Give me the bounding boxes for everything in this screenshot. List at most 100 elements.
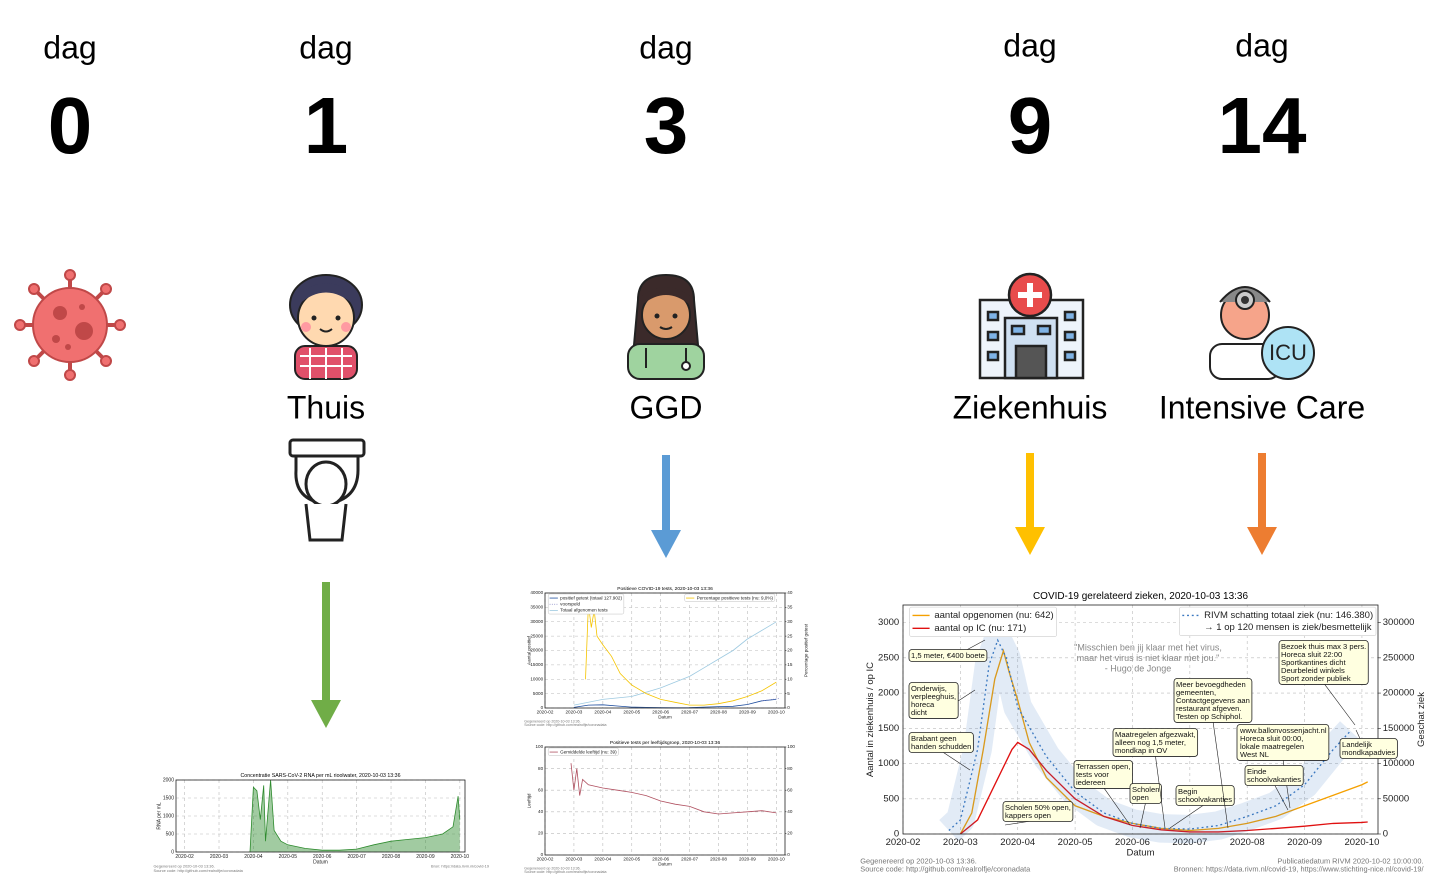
footer-text: Gegenereerd op 2020-10-03 13:36.	[524, 866, 580, 870]
day-number: 9	[1008, 81, 1053, 170]
annotation-pointer	[1102, 786, 1131, 826]
x-tick-label: 2020-05	[1058, 837, 1093, 848]
annotation-line: West NL	[1240, 750, 1269, 759]
x-tick-label: 2020-03	[565, 709, 582, 714]
y2-axis-label: Geschat ziek	[1416, 692, 1427, 747]
annotation-line: schoolvakanties	[1247, 775, 1301, 784]
y-tick-label: 500	[166, 831, 175, 837]
y2-tick-label: 50000	[1383, 793, 1409, 804]
doctor-icon: ICU	[1209, 286, 1315, 380]
quote: maar het virus is niet klaar met jou."	[1077, 653, 1220, 663]
annotation-line: Testen op Schiphol.	[1176, 712, 1242, 721]
series-line	[570, 763, 777, 815]
annotation: Scholen 50% open, kappers open	[1002, 801, 1074, 826]
day-number: 3	[644, 81, 689, 170]
annotation: Onderwijs, verpleeghuis, horeca dicht	[908, 682, 976, 719]
annotation-pointer	[941, 750, 971, 771]
annotation-line: mondkap in OV	[1115, 746, 1168, 755]
hospital-icon	[978, 272, 1085, 380]
x-tick-label: 2020-04	[244, 854, 263, 860]
annotation-line: mondkapadvies	[1342, 748, 1395, 757]
plot-frame	[902, 604, 1379, 835]
annotation-line: Brabant geen	[911, 734, 957, 743]
annotation-box	[1173, 678, 1253, 723]
x-tick-label: 2020-08	[710, 709, 727, 714]
annotation-text: Einde schoolvakanties	[1247, 767, 1301, 784]
annotation-line: Einde	[1247, 767, 1266, 776]
x-tick-label: 2020-09	[416, 854, 435, 860]
x-tick-label: 2020-05	[623, 856, 640, 861]
footer-text: Source code: http://github.com/realrolfj…	[154, 868, 244, 873]
chart: 0 500 1000 1500 2000 2020-02 2020-03 2020-04 202…	[154, 773, 490, 873]
day-label: dag	[1235, 27, 1288, 63]
x-tick-label: 2020-02	[537, 709, 554, 714]
chart-title: Positieve COVID-19 tests, 2020-10-03 13:…	[617, 586, 713, 592]
legend-box	[1179, 606, 1377, 636]
toilet-icon	[288, 438, 366, 542]
y2-tick-label: 80	[787, 766, 793, 771]
annotation-box	[1339, 738, 1398, 759]
icu-badge: ICU	[1269, 340, 1307, 365]
chart-title: COVID-19 gerelateerd zieken, 2020-10-03 …	[1033, 591, 1248, 602]
y2-tick-label: 150000	[1383, 723, 1415, 734]
annotation-line: Maatregelen afgezwakt,	[1115, 730, 1196, 739]
annotation-line: Begin	[1178, 787, 1197, 796]
nurse-icon	[627, 273, 705, 380]
child-icon	[289, 274, 363, 380]
annotation: Scholen open	[1129, 783, 1162, 829]
chart-title: Concentratie SARS-CoV-2 RNA per mL riool…	[240, 773, 400, 779]
annotation-pointer	[1155, 754, 1166, 829]
legend: aantal opgenomen (nu: 642) aantal op IC (…	[909, 606, 1057, 637]
chart: 0 500 1000 1500 2000 2500 3000 0 50000 100000 1500…	[860, 591, 1427, 874]
legend-box	[547, 593, 625, 615]
x-tick-label: 2020-05	[279, 854, 298, 860]
annotation-pointer	[1212, 720, 1229, 829]
y2-tick-label: 20	[787, 648, 793, 653]
y-tick-label: 0	[541, 852, 544, 857]
y2-tick-label: 100000	[1383, 758, 1415, 769]
annotation-pointer	[1273, 783, 1289, 811]
annotation-text: Landelijk mondkapadvies	[1342, 740, 1395, 757]
y-tick-label: 1500	[163, 795, 174, 801]
annotation-line: Sportkantines dicht	[1281, 658, 1346, 667]
x-tick-label: 2020-08	[382, 854, 401, 860]
annotation-text: Brabant geen handen schudden	[911, 734, 971, 751]
y2-tick-label: 0	[787, 705, 790, 710]
y-tick-label: 100	[535, 744, 543, 749]
y2-tick-label: 5	[787, 691, 790, 696]
y2-tick-label: 10	[787, 676, 793, 681]
annotation-line: Sport zonder publiek	[1281, 674, 1351, 683]
y2-tick-label: 0	[787, 852, 790, 857]
legend-box	[684, 593, 776, 602]
annotation: Brabant geen handen schudden	[908, 732, 974, 771]
annotation-line: Horeca sluit 22:00	[1281, 650, 1342, 659]
annotation-line: iedereen	[1076, 778, 1106, 787]
series-line	[249, 779, 461, 853]
y-tick-label: 35000	[530, 605, 543, 610]
legend-label: aantal opgenomen (nu: 642)	[934, 610, 1053, 621]
y2-tick-label: 200000	[1383, 688, 1415, 699]
day-number: 1	[304, 81, 349, 170]
x-axis-label: Datum	[313, 859, 328, 865]
y-axis-label: Leeftijd	[527, 793, 532, 808]
x-tick-label: 2020-10	[1344, 837, 1379, 848]
x-tick-label: 2020-02	[537, 856, 554, 861]
annotation-pointer	[1323, 682, 1356, 726]
series-line	[959, 741, 1368, 835]
annotation-pointer	[1169, 803, 1206, 829]
x-tick-label: 2020-03	[210, 854, 229, 860]
annotation-line: Bezoek thuis max 3 pers.	[1281, 642, 1366, 651]
annotation-line: Scholen 50% open,	[1005, 803, 1071, 812]
y-tick-label: 20000	[530, 648, 543, 653]
annotation-line: Terrassen open,	[1076, 762, 1130, 771]
day-number: 14	[1218, 81, 1307, 170]
legend-label: voorspeld	[560, 601, 580, 606]
footer-text: Publicatiedatum RIVM 2020-10-02 10:00:00…	[1277, 857, 1423, 866]
x-tick-label: 2020-06	[652, 709, 669, 714]
y2-tick-label: 25	[787, 633, 793, 638]
y-tick-label: 10000	[530, 676, 543, 681]
y-tick-label: 30000	[530, 619, 543, 624]
annotation: 1,5 meter, €400 boete	[908, 639, 988, 662]
x-tick-label: 2020-09	[739, 709, 756, 714]
